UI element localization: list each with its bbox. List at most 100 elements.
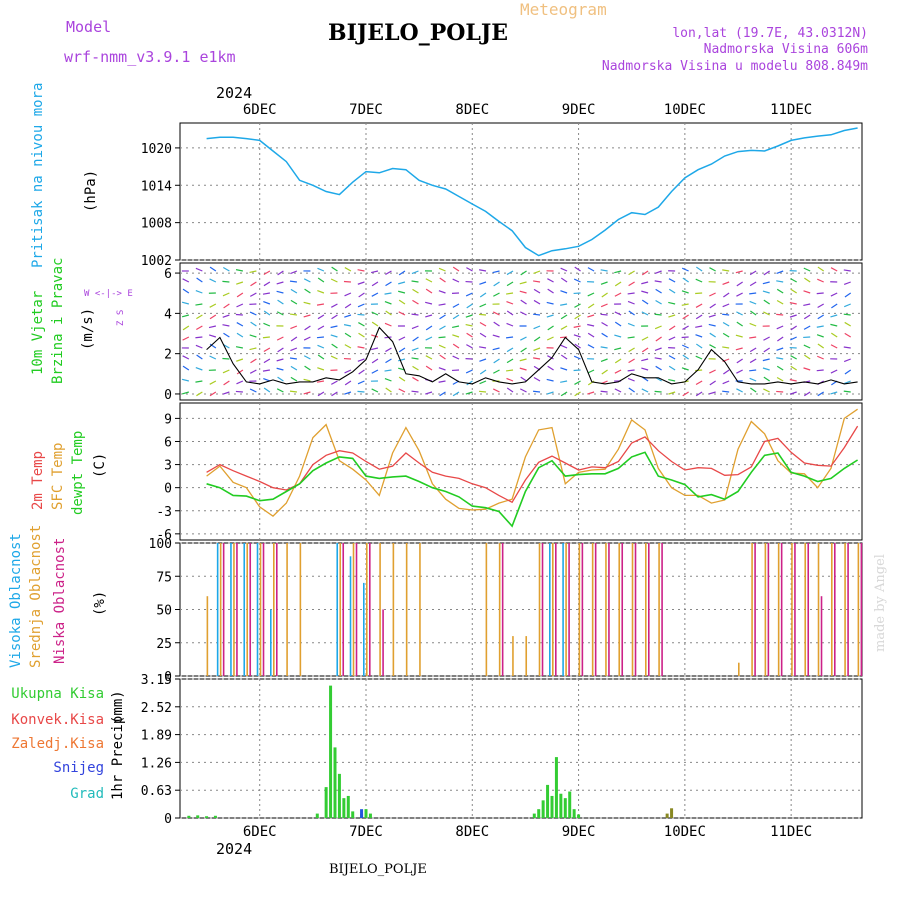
- wind-arrow: [506, 369, 514, 372]
- wind-arrow: [789, 301, 797, 305]
- cloud-bar-mid: [352, 543, 355, 676]
- wind-arrow: [263, 347, 271, 353]
- wind-arrow: [816, 292, 824, 295]
- wind-arrow: [749, 281, 757, 287]
- wind-arrow: [343, 280, 351, 283]
- lonlat-label: lon,lat (19.7E, 43.0312N): [672, 26, 868, 41]
- wind-arrow: [465, 391, 473, 395]
- dewpt-temp-line: [206, 451, 859, 528]
- cloud-bar-mid: [791, 543, 793, 676]
- wind-arrow: [195, 344, 203, 349]
- wind-arrow: [493, 321, 500, 327]
- wind-arrow: [506, 292, 514, 295]
- wind-arrow: [331, 343, 338, 349]
- wind-arrow: [411, 390, 419, 393]
- wind-arrow: [790, 325, 798, 331]
- cloud-bar-mid: [233, 543, 235, 676]
- wind-arrow: [195, 289, 203, 294]
- wind-arrow: [668, 314, 676, 318]
- precip-bar: [342, 798, 346, 818]
- panel-4-tick-label: 2.52: [141, 701, 172, 716]
- wind-arrow: [209, 391, 217, 397]
- wind-arrow: [574, 303, 581, 308]
- wind-arrow: [465, 314, 473, 318]
- precip-bar: [364, 809, 368, 818]
- wind-arrow: [844, 332, 852, 338]
- wind-arrow: [331, 266, 338, 272]
- cloud-bar-low: [342, 543, 345, 676]
- wind-arrow: [722, 346, 730, 349]
- cloud-bar-low: [236, 543, 238, 676]
- cloud-bar-low: [594, 543, 597, 676]
- wind-arrow: [506, 270, 514, 276]
- cloud-bar-low: [369, 543, 371, 676]
- cloud-bar-mid: [658, 543, 660, 676]
- wind-arrow: [438, 367, 446, 371]
- wind-arrow: [412, 288, 419, 294]
- wind-arrow: [695, 355, 703, 360]
- wind-arrow: [749, 322, 757, 327]
- x-day-label-bottom: 6DEC: [243, 824, 277, 840]
- wind-arrow: [736, 358, 743, 364]
- wind-arrow: [709, 332, 716, 338]
- cloud-bar-high: [216, 543, 219, 676]
- wind-arrow: [439, 277, 446, 283]
- cloud-bar-low: [834, 543, 836, 676]
- wind-arrow: [628, 281, 635, 287]
- wind-arrow: [263, 281, 271, 287]
- wind-arrow: [830, 267, 838, 272]
- wind-arrow: [209, 334, 217, 338]
- wind-arrow: [289, 357, 297, 360]
- wind-arrow: [506, 358, 514, 364]
- wind-arrow: [493, 369, 500, 374]
- wind-arrow: [316, 303, 325, 306]
- wind-arrow: [506, 336, 514, 339]
- wind-arrow: [668, 325, 676, 331]
- wind-arrow: [290, 288, 298, 294]
- wind-arrow: [587, 344, 595, 349]
- wind-arrow: [289, 390, 297, 393]
- wind-arrow: [708, 323, 716, 327]
- wind-arrow: [600, 281, 608, 285]
- precip-bar: [205, 816, 209, 818]
- wind-arrow: [331, 314, 338, 320]
- cloud-bar-high: [336, 543, 339, 676]
- wind-arrow: [520, 270, 527, 276]
- wind-arrow: [343, 324, 352, 327]
- wind-arrow: [236, 322, 244, 327]
- wind-arrow: [506, 322, 514, 327]
- wind-arrow: [830, 292, 838, 297]
- wind-arrow: [263, 358, 271, 364]
- cloud-bar-mid: [751, 543, 753, 676]
- wind-arrow: [506, 310, 514, 316]
- cloud-bar-mid: [299, 543, 302, 676]
- wind-arrow: [506, 281, 514, 287]
- cloud-bar-mid: [605, 543, 607, 676]
- wind-arrow: [236, 332, 244, 338]
- wind-arrow: [803, 303, 811, 306]
- wind-arrow: [736, 292, 743, 297]
- wind-arrow: [776, 390, 784, 393]
- wind-arrow: [722, 303, 730, 308]
- wind-arrow: [506, 387, 514, 393]
- wind-arrow: [317, 367, 325, 371]
- wind-arrow: [627, 300, 635, 305]
- precip-bar: [329, 685, 333, 818]
- cloud-bar-low: [661, 543, 663, 676]
- wind-arrow: [681, 290, 689, 294]
- wind-arrow: [614, 369, 622, 374]
- precip-bar: [546, 784, 550, 818]
- wind-arrow: [479, 281, 487, 285]
- panel-2-tick-label: 9: [164, 412, 172, 427]
- wind-arrow: [816, 369, 824, 372]
- wind-arrow: [763, 388, 770, 393]
- wind-arrow: [519, 358, 527, 362]
- cloud-bar-mid: [857, 543, 860, 676]
- wind-arrow: [735, 347, 743, 351]
- wind-arrow: [384, 377, 392, 382]
- wind-arrow: [412, 336, 419, 342]
- wind-arrow: [574, 266, 581, 272]
- wind-arrow: [465, 323, 473, 327]
- wind-arrow: [681, 267, 689, 272]
- wind-arrow: [587, 369, 595, 374]
